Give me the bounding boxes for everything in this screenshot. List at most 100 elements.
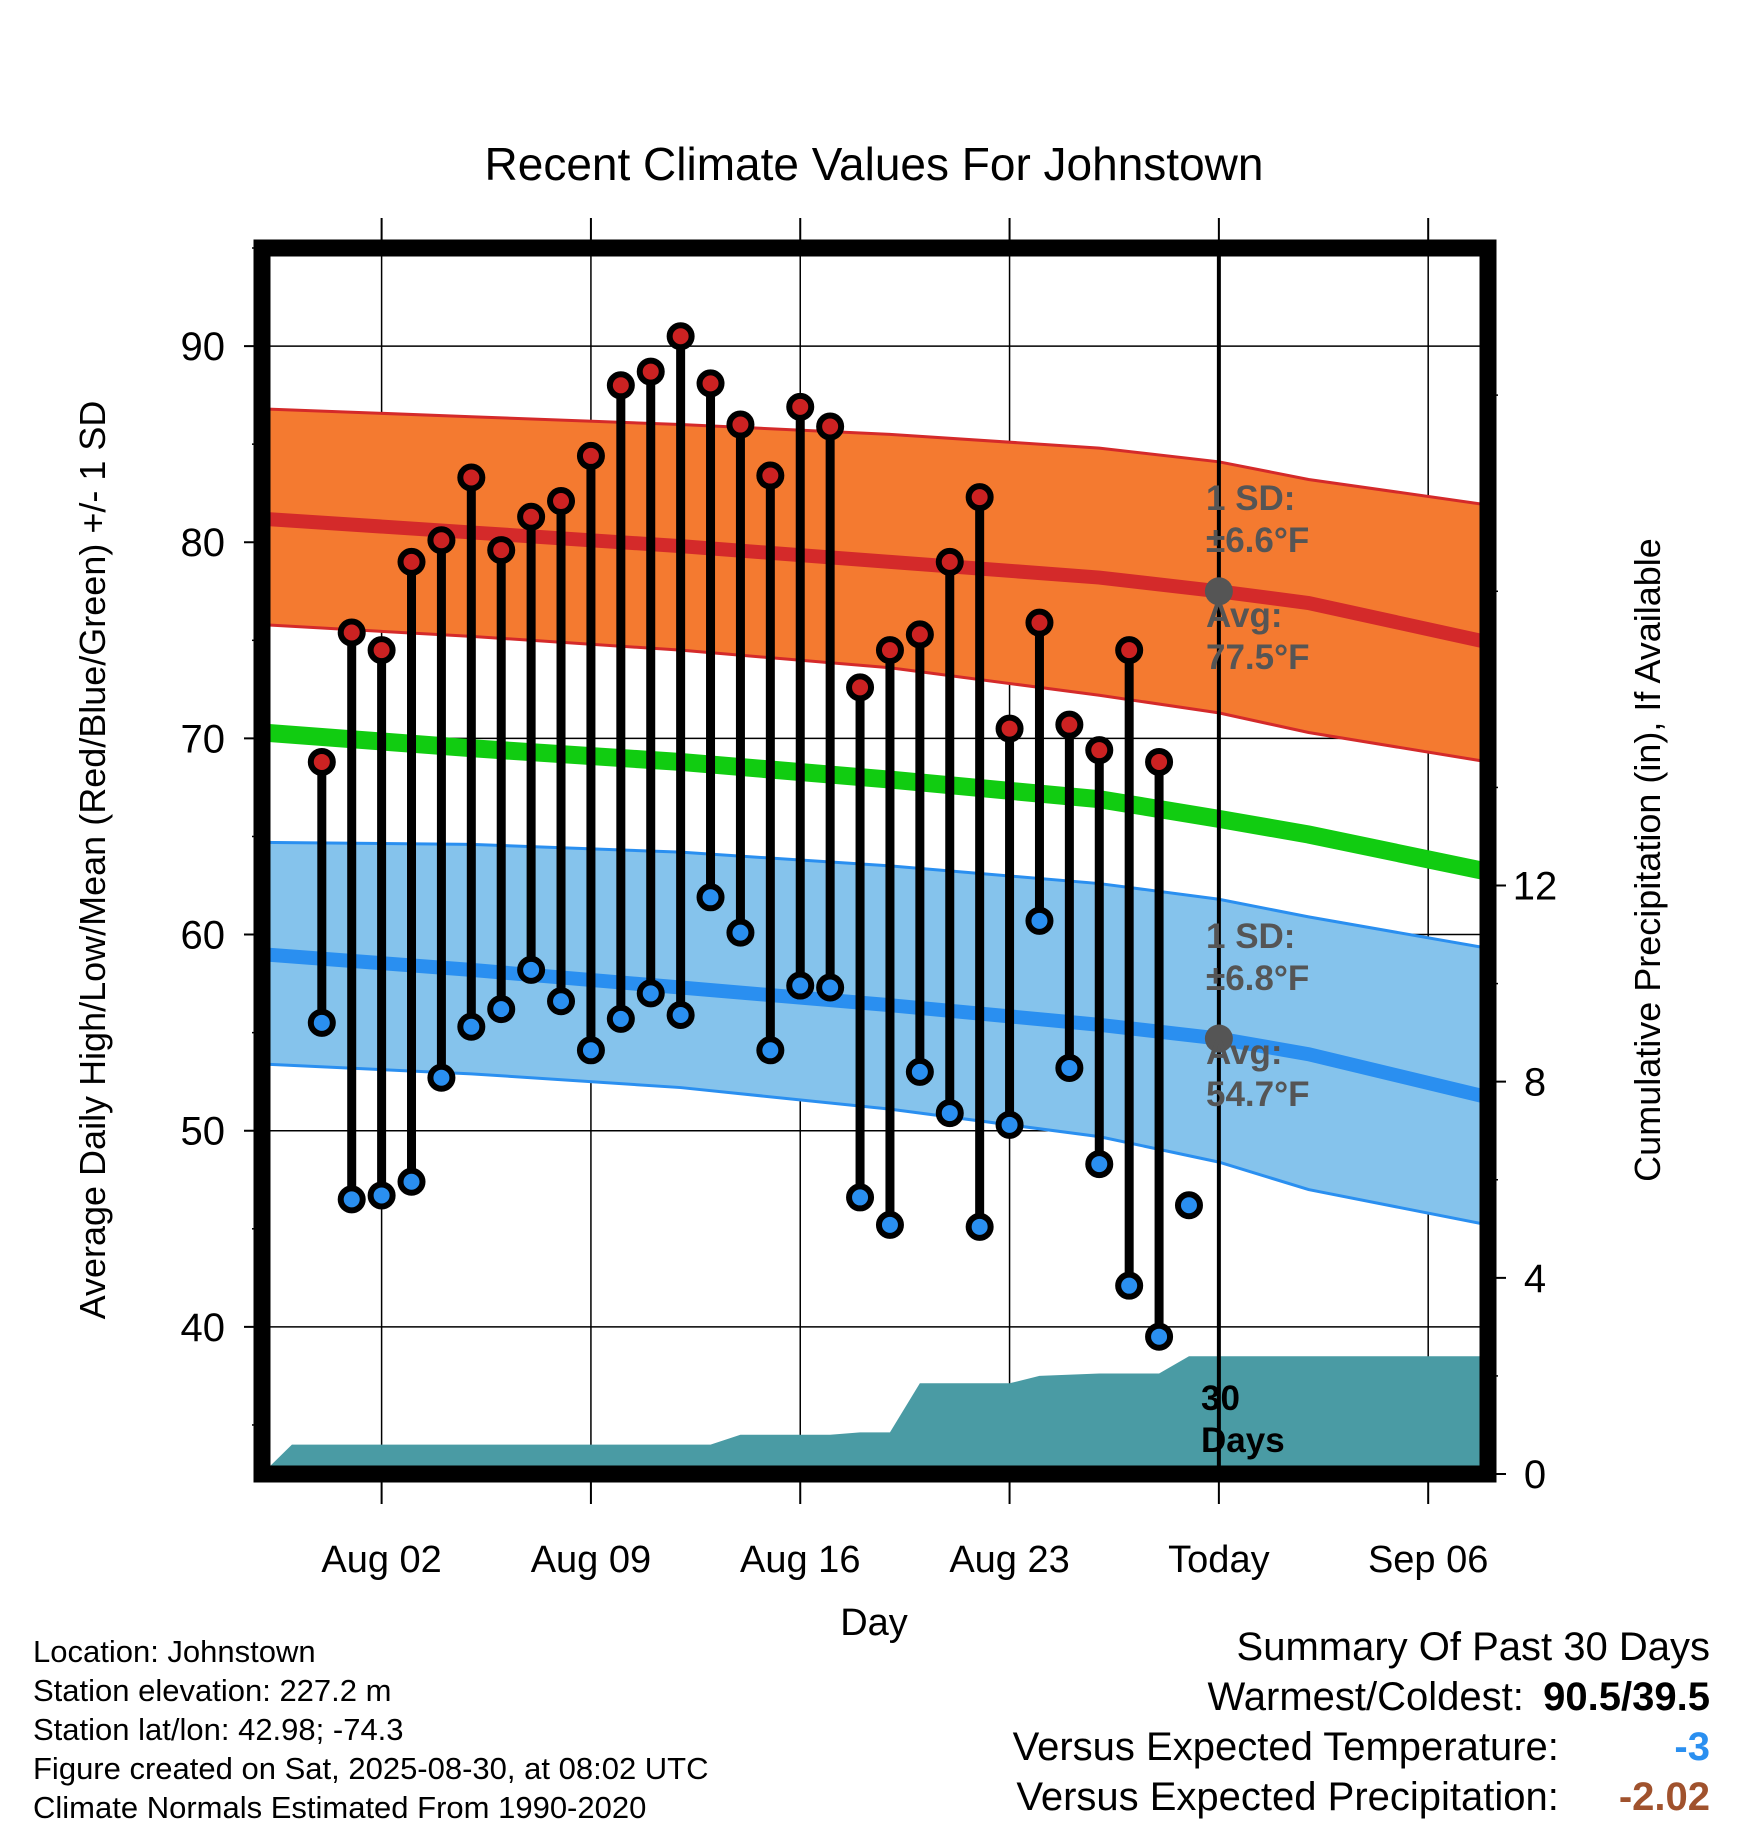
daily-high-point xyxy=(1085,736,1114,765)
x-tick-label: Aug 09 xyxy=(531,1539,651,1581)
daily-high-point xyxy=(1145,747,1174,776)
versus-precip-value: -2.02 xyxy=(1618,1775,1710,1819)
daily-low-point xyxy=(307,1008,336,1037)
x-tick-label: Sep 06 xyxy=(1368,1539,1488,1581)
daily-low-point xyxy=(606,1004,635,1033)
daily-low-point xyxy=(1025,906,1054,935)
daily-high-point xyxy=(367,636,396,665)
daily-high-point xyxy=(397,547,426,576)
summary-panel: Summary Of Past 30 Days Warmest/Coldest:… xyxy=(1013,1622,1710,1822)
versus-temp-value: -3 xyxy=(1674,1725,1710,1769)
y-tick-label: 40 xyxy=(181,1306,226,1350)
daily-high-point xyxy=(427,526,456,555)
daily-high-point xyxy=(636,357,665,386)
daily-high-point xyxy=(726,410,755,439)
daily-high-point xyxy=(337,618,366,647)
versus-temp-label: Versus Expected Temperature: xyxy=(1012,1725,1559,1769)
low-sd-band-lower-edge xyxy=(262,1062,1488,1227)
today-marker xyxy=(1204,248,1233,1474)
elevation-text: Station elevation: 227.2 m xyxy=(33,1673,392,1708)
warm-cold-value: 90.5/39.5 xyxy=(1543,1675,1710,1719)
daily-high-point xyxy=(307,747,336,776)
daily-low-point xyxy=(457,1012,486,1041)
daily-high-point xyxy=(756,461,785,490)
daily-low-point xyxy=(995,1110,1024,1139)
created-text: Figure created on Sat, 2025-08-30, at 08… xyxy=(33,1751,709,1786)
daily-low-point xyxy=(517,955,546,984)
y2-tick-label: 12 xyxy=(1513,865,1558,909)
y2-tick-label: 8 xyxy=(1524,1061,1546,1105)
summary-title: Summary Of Past 30 Days xyxy=(1236,1625,1710,1669)
daily-low-point xyxy=(696,883,725,912)
location-text: Location: Johnstown xyxy=(33,1634,316,1669)
precip-annotation: 30 Days xyxy=(1201,1379,1285,1460)
precip-cumulative-area xyxy=(262,1356,1488,1474)
daily-low-point xyxy=(935,1099,964,1128)
daily-low-point xyxy=(1115,1271,1144,1300)
y-tick-label: 70 xyxy=(181,717,226,761)
precip-days-number: 30 xyxy=(1201,1379,1240,1418)
latlon-text: Station lat/lon: 42.98; -74.3 xyxy=(33,1712,404,1747)
x-tick-label: Today xyxy=(1168,1539,1269,1581)
y2-tick-label: 4 xyxy=(1524,1257,1546,1301)
daily-low-point xyxy=(816,973,845,1002)
daily-low-point xyxy=(846,1183,875,1212)
daily-high-point xyxy=(666,322,695,351)
daily-low-point xyxy=(547,987,576,1016)
versus-precip-label: Versus Expected Precipitation: xyxy=(1016,1775,1559,1819)
daily-low-point xyxy=(786,971,815,1000)
low-sd-label: 1 SD: xyxy=(1206,917,1295,956)
low-avg-value: 54.7°F xyxy=(1206,1075,1310,1114)
low-sd-band-upper-edge xyxy=(262,840,1488,950)
y-axis-label: Average Daily High/Low/Mean (Red/Blue/Gr… xyxy=(72,401,113,1320)
y2-tick-label: 0 xyxy=(1524,1453,1546,1497)
station-info: Location: Johnstown Station elevation: 2… xyxy=(33,1632,709,1827)
daily-high-point xyxy=(786,392,815,421)
daily-high-point xyxy=(995,714,1024,743)
daily-high-point xyxy=(487,536,516,565)
daily-low-point xyxy=(397,1167,426,1196)
daily-high-point xyxy=(846,673,875,702)
x-axis-label: Day xyxy=(840,1602,908,1644)
plot-frame xyxy=(253,239,1497,1483)
daily-high-point xyxy=(1115,636,1144,665)
y-tick-label: 50 xyxy=(181,1110,226,1154)
daily-low-point xyxy=(875,1210,904,1239)
y-tick-label: 90 xyxy=(181,325,226,369)
summary-warm-cold: Warmest/Coldest: 90.5/39.5 xyxy=(1013,1672,1711,1722)
y-tick-label: 80 xyxy=(181,521,226,565)
y-tick-label: 60 xyxy=(181,914,226,958)
warm-cold-label: Warmest/Coldest: xyxy=(1207,1675,1524,1719)
y2-axis-label: Cumulative Precipitation (in), If Availa… xyxy=(1627,538,1668,1182)
x-tick-label: Aug 02 xyxy=(321,1539,441,1581)
low-avg-label: Avg: xyxy=(1206,1033,1282,1072)
daily-high-point xyxy=(547,487,576,516)
daily-low-point xyxy=(666,1000,695,1029)
daily-low-point xyxy=(905,1057,934,1086)
daily-low-point xyxy=(965,1212,994,1241)
low-avg-line xyxy=(262,947,1488,1105)
daily-low-point xyxy=(1085,1150,1114,1179)
high-avg-line xyxy=(262,511,1488,650)
x-tick-label: Aug 16 xyxy=(740,1539,860,1581)
daily-low-point xyxy=(636,979,665,1008)
daily-low-point xyxy=(367,1181,396,1210)
precip-days-word: Days xyxy=(1201,1421,1285,1460)
high-sd-label: 1 SD: xyxy=(1206,479,1295,518)
high-sd-band-lower-edge xyxy=(262,623,1488,764)
daily-range-bars xyxy=(307,322,1203,1351)
daily-low-point xyxy=(576,1036,605,1065)
low-sd-value: ±6.8°F xyxy=(1206,959,1309,998)
chart-title: Recent Climate Values For Johnstown xyxy=(485,138,1264,190)
high-annotation: 1 SD: ±6.6°F Avg: 77.5°F 1 SD: ±6.8°F Av… xyxy=(1206,479,1310,1114)
daily-low-point xyxy=(1174,1191,1203,1220)
today-high-avg-dot xyxy=(1204,577,1233,606)
daily-low-point xyxy=(427,1063,456,1092)
daily-low-point xyxy=(337,1185,366,1214)
daily-high-point xyxy=(576,441,605,470)
daily-low-point xyxy=(726,918,755,947)
daily-high-point xyxy=(517,502,546,531)
daily-high-point xyxy=(965,483,994,512)
today-low-avg-dot xyxy=(1204,1024,1233,1053)
high-avg-value: 77.5°F xyxy=(1206,638,1310,677)
